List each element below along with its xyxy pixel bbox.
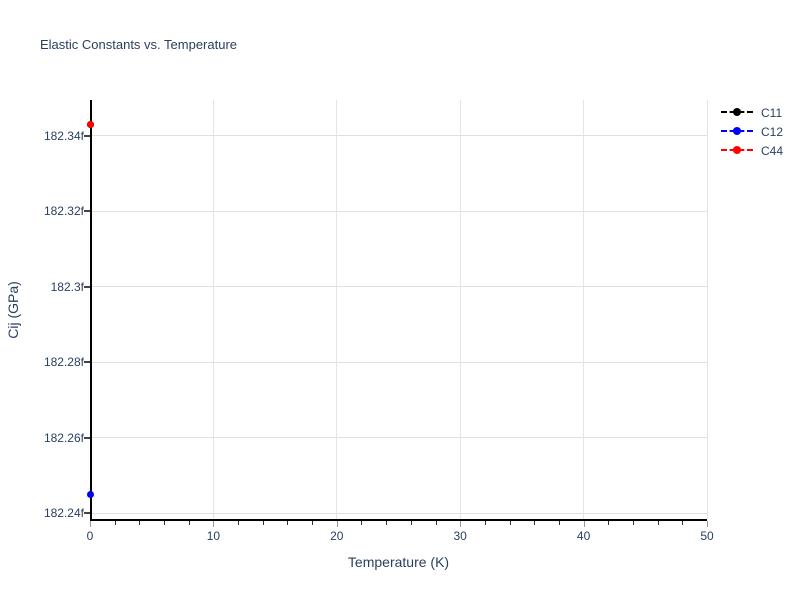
y-gridline [90, 437, 707, 439]
y-gridline [90, 135, 707, 137]
y-gridline [90, 512, 707, 514]
legend-label: C12 [761, 124, 784, 139]
y-tick-mark [84, 210, 90, 213]
marker-C12 [86, 491, 94, 499]
x-minor-tick-mark [509, 521, 511, 525]
x-minor-tick-mark [558, 521, 560, 525]
legend-symbol-icon [721, 107, 753, 119]
x-tick-mark [707, 521, 708, 527]
y-tick-label: 182.24f [43, 506, 84, 521]
y-tick-label: 182.32f [43, 204, 84, 219]
x-minor-tick-mark [682, 521, 684, 525]
x-gridline [459, 100, 461, 519]
x-tick-mark [583, 521, 585, 527]
x-tick-label: 40 [576, 529, 591, 543]
legend-marker-dot [733, 126, 741, 135]
legend-label: C44 [761, 143, 784, 158]
x-tick-mark [90, 521, 91, 527]
x-tick-label: 0 [86, 529, 94, 543]
x-tick-mark [336, 521, 338, 527]
y-tick-mark [84, 285, 90, 288]
x-minor-tick-mark [262, 521, 264, 525]
legend-item-C44[interactable]: C44 [721, 141, 783, 160]
x-minor-tick-mark [410, 521, 412, 525]
plot-area[interactable] [84, 100, 708, 527]
x-gridline [212, 100, 214, 519]
legend-label: C11 [761, 105, 783, 120]
x-axis-line [90, 519, 707, 521]
y-tick-label: 182.28f [43, 355, 84, 370]
y-gridline [90, 286, 707, 288]
y-gridline [90, 361, 707, 363]
x-tick-label: 20 [330, 529, 344, 543]
x-minor-tick-mark [188, 521, 190, 525]
x-tick-mark [460, 521, 462, 527]
x-gridline [583, 100, 585, 519]
x-minor-tick-mark [139, 521, 141, 525]
x-minor-tick-mark [164, 521, 166, 525]
x-minor-tick-mark [657, 521, 659, 525]
x-gridline [336, 100, 338, 519]
y-axis-line [90, 100, 92, 521]
marker-C44 [86, 121, 94, 129]
x-minor-tick-mark [608, 521, 610, 525]
x-minor-tick-mark [114, 521, 116, 525]
y-tick-label: 182.3f [50, 279, 84, 294]
x-minor-tick-mark [632, 521, 634, 525]
x-tick-label: 10 [206, 529, 221, 543]
legend: C11 C12 C44 [721, 103, 783, 160]
x-tick-mark [213, 521, 215, 527]
x-axis-title: Temperature (K) [347, 554, 450, 570]
x-gridline [706, 100, 708, 519]
x-minor-tick-mark [312, 521, 314, 525]
x-minor-tick-mark [484, 521, 486, 525]
y-tick-mark [84, 512, 90, 515]
chart-title: Elastic Constants vs. Temperature [40, 37, 238, 52]
x-minor-tick-mark [238, 521, 240, 525]
y-gridline [90, 210, 707, 212]
legend-marker-dot [733, 107, 741, 116]
x-tick-label: 30 [453, 529, 467, 543]
legend-symbol-icon [721, 145, 753, 157]
legend-symbol-icon [721, 126, 753, 138]
legend-marker-dot [733, 145, 741, 154]
x-tick-label: 50 [700, 529, 714, 543]
y-tick-label: 182.26f [43, 430, 84, 445]
y-tick-mark [84, 361, 90, 364]
x-minor-tick-mark [435, 521, 437, 525]
x-minor-tick-mark [287, 521, 289, 525]
y-tick-mark [84, 134, 90, 137]
legend-item-C12[interactable]: C12 [721, 122, 783, 141]
x-minor-tick-mark [386, 521, 388, 525]
x-minor-tick-mark [361, 521, 363, 525]
y-tick-label: 182.34f [43, 128, 84, 143]
x-minor-tick-mark [534, 521, 536, 525]
legend-item-C11[interactable]: C11 [721, 103, 783, 122]
y-tick-mark [84, 436, 90, 439]
